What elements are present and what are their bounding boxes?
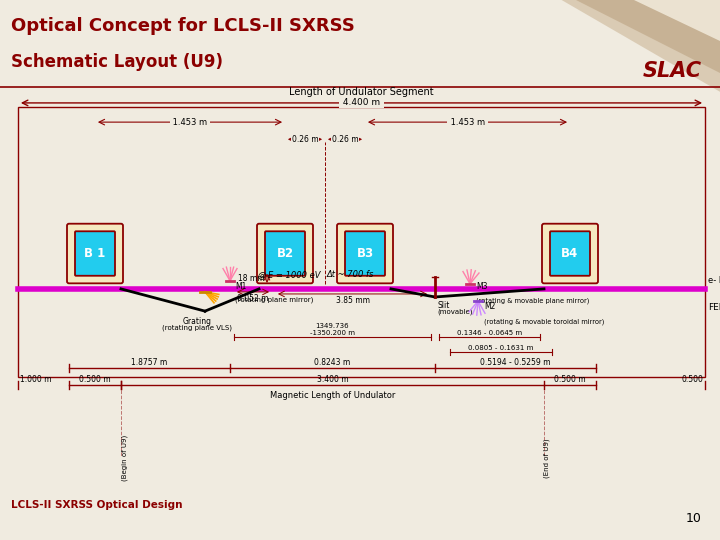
Polygon shape [634, 0, 720, 42]
Text: Schematic Layout (U9): Schematic Layout (U9) [11, 53, 222, 71]
Text: 1.000 m: 1.000 m [20, 375, 52, 384]
Text: LCLS-II SXRSS Optical Design: LCLS-II SXRSS Optical Design [11, 500, 182, 510]
Text: 0.26 m: 0.26 m [292, 135, 318, 144]
Text: FEL: FEL [708, 303, 720, 312]
Text: Δt ~ 700 fs: Δt ~ 700 fs [327, 270, 374, 279]
Text: (rotating & movable toroidal mirror): (rotating & movable toroidal mirror) [484, 318, 604, 325]
Polygon shape [490, 0, 720, 92]
Text: (rotating & movable plane mirror): (rotating & movable plane mirror) [476, 298, 590, 305]
Text: Optical Concept for LCLS-II SXRSS: Optical Concept for LCLS-II SXRSS [11, 17, 355, 35]
Polygon shape [576, 0, 720, 73]
Text: M1: M1 [235, 282, 246, 291]
Text: (End of U9): (End of U9) [544, 438, 551, 477]
Text: SLAC: SLAC [643, 61, 702, 81]
Text: M3: M3 [476, 282, 487, 291]
FancyBboxPatch shape [337, 224, 393, 284]
Text: Slit: Slit [437, 301, 449, 310]
Text: 0.0805 - 0.1631 m: 0.0805 - 0.1631 m [468, 345, 534, 350]
Bar [18, 107, 705, 377]
FancyBboxPatch shape [257, 224, 313, 284]
FancyBboxPatch shape [75, 231, 115, 276]
Text: B 1: B 1 [84, 247, 106, 260]
Text: 0.8243 m: 0.8243 m [315, 357, 351, 367]
Text: 0.500: 0.500 [681, 375, 703, 384]
Text: 0.500 m: 0.500 m [79, 375, 111, 384]
Text: (Begin of U9): (Begin of U9) [121, 435, 127, 481]
Text: 18 mm: 18 mm [238, 274, 265, 284]
FancyBboxPatch shape [542, 224, 598, 284]
Text: 0.5194 - 0.5259 m: 0.5194 - 0.5259 m [480, 357, 551, 367]
Text: B2: B2 [276, 247, 294, 260]
Text: Magnetic Length of Undulator: Magnetic Length of Undulator [270, 391, 395, 400]
Text: 0.052 m: 0.052 m [238, 294, 269, 303]
Text: 10: 10 [686, 512, 702, 525]
Text: B3: B3 [356, 247, 374, 260]
Text: 3.400 m: 3.400 m [317, 375, 348, 384]
Text: 1.453 m: 1.453 m [170, 118, 210, 126]
Text: Grating: Grating [182, 317, 212, 326]
FancyBboxPatch shape [265, 231, 305, 276]
Text: 0.500 m: 0.500 m [554, 375, 586, 384]
Text: 3.85 mm: 3.85 mm [336, 296, 369, 305]
Text: 1.453 m: 1.453 m [448, 118, 487, 126]
Text: (rotating plane mirror): (rotating plane mirror) [235, 297, 313, 303]
FancyBboxPatch shape [550, 231, 590, 276]
Text: e- beam: e- beam [708, 276, 720, 285]
Text: @ E = 1000 eV: @ E = 1000 eV [258, 270, 320, 279]
Text: B4: B4 [562, 247, 579, 260]
Text: 0.1346 - 0.0645 m: 0.1346 - 0.0645 m [457, 330, 522, 336]
Text: 1349.736
-1350.200 m: 1349.736 -1350.200 m [310, 323, 355, 336]
FancyBboxPatch shape [67, 224, 123, 284]
Text: M2: M2 [484, 302, 495, 311]
Text: 0.26 m: 0.26 m [332, 135, 359, 144]
Text: Length of Undulator Segment: Length of Undulator Segment [289, 87, 434, 97]
Text: 4.400 m: 4.400 m [340, 98, 383, 107]
FancyBboxPatch shape [345, 231, 385, 276]
Text: 1.8757 m: 1.8757 m [131, 357, 168, 367]
Text: (movable): (movable) [437, 308, 472, 315]
Text: (rotating plane VLS): (rotating plane VLS) [162, 325, 232, 331]
